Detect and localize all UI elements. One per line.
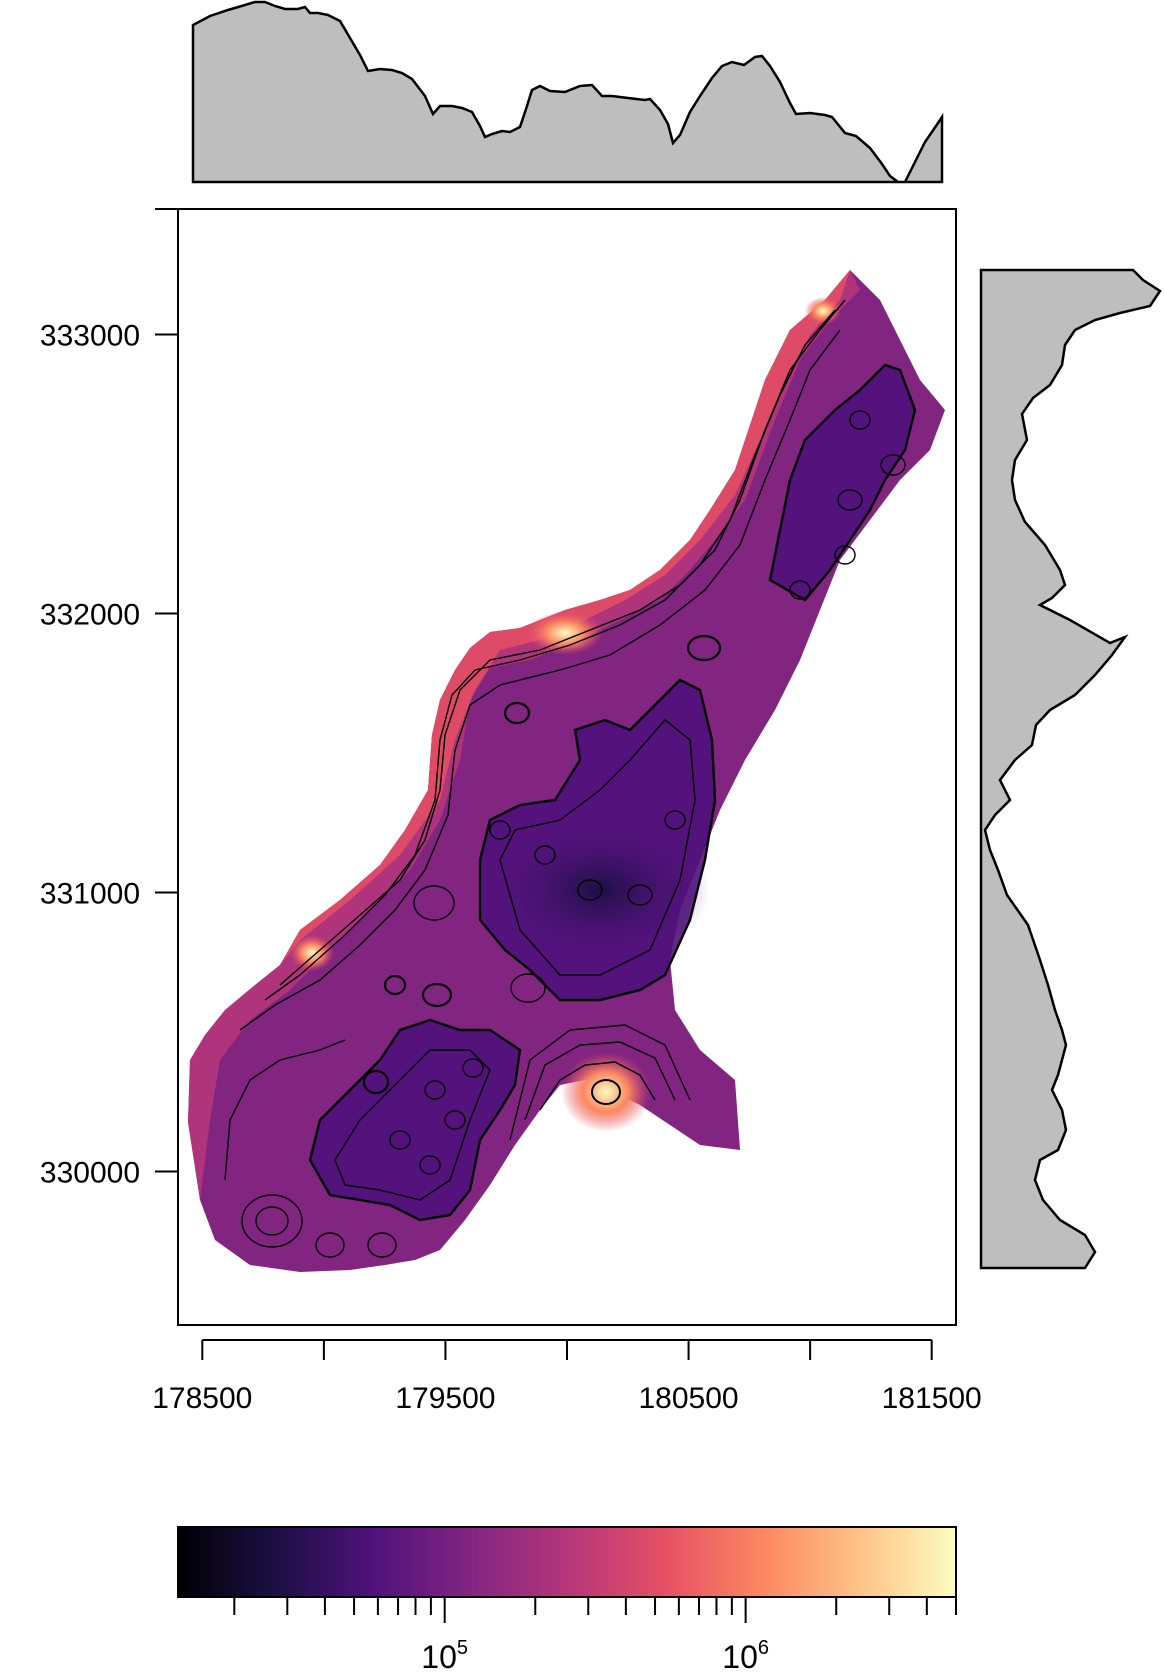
heatmap-coldspot-central [490, 820, 710, 960]
top-marginal-density [191, 0, 944, 184]
colorbar: 105 106 [177, 1526, 957, 1675]
contour-warm-3 [315, 1232, 345, 1258]
contour-south-cell-3 [389, 1130, 411, 1150]
contour-north-cell-3 [834, 545, 856, 565]
contour-low-central [478, 678, 717, 1002]
contour-north-cell-5 [849, 410, 871, 430]
contour-southwest-ring-outer [241, 1194, 303, 1248]
contour-south-cell-1 [424, 1080, 446, 1100]
contour-lines [224, 299, 917, 1258]
y-tick-label: 333000 [40, 320, 140, 353]
contour-north-cell-1 [837, 489, 863, 511]
colorbar-rect [177, 1526, 957, 1598]
contour-central-cell-5 [489, 820, 511, 840]
contour-warm-2 [510, 973, 546, 1003]
heatmap-hotspot-south [561, 1052, 651, 1132]
x-axis: 178500 179500 180500 181500 [152, 1339, 982, 1415]
contour-central-cell-1 [577, 879, 603, 901]
heatmap-hotspot-ridge-2 [805, 297, 841, 325]
contour-central-cell-4 [664, 810, 686, 830]
contour-central-cell-3 [534, 845, 556, 865]
colorbar-tick-label: 106 [722, 1637, 769, 1675]
contour-south-hotspot-ring-3 [509, 1024, 691, 1141]
x-tick-label: 180500 [639, 1382, 739, 1415]
contour-hotspot-south-core [591, 1079, 621, 1105]
contour-north-cell-4 [789, 580, 811, 600]
x-tick-label: 179500 [395, 1382, 495, 1415]
colorbar-tick-label: 105 [421, 1637, 468, 1675]
contour-low-north [768, 363, 917, 602]
contour-warm-1 [413, 885, 455, 921]
heatmap-hotspot-ridge-1 [527, 611, 603, 655]
colorbar-ticks: 105 106 [233, 1597, 957, 1675]
right-marginal-density [979, 268, 1162, 1270]
contour-central-cell-2 [627, 884, 653, 906]
contour-north-cell-2 [880, 454, 906, 476]
contour-warm-4 [367, 1232, 397, 1258]
contour-southwest-ring-inner [255, 1206, 289, 1236]
contour-south-hotspot-ring-1 [539, 1061, 656, 1111]
y-tick-label: 330000 [40, 1157, 140, 1190]
x-tick-label: 178500 [152, 1382, 252, 1415]
x-tick-label: 181500 [882, 1382, 982, 1415]
heatmap-surface [188, 270, 945, 1272]
y-tick-label: 332000 [40, 599, 140, 632]
contour-ridge-3 [239, 329, 841, 1031]
contour-south-cell-2 [444, 1110, 466, 1130]
contour-cold-5 [362, 1069, 390, 1095]
y-tick-label: 331000 [40, 878, 140, 911]
heatmap-hotspot-ridge-3 [290, 935, 334, 971]
contour-south-hotspot-ring-2 [524, 1041, 676, 1121]
plot-frame [177, 208, 957, 1326]
heatmap-low-zone-north [770, 365, 915, 600]
y-axis: 330000 331000 332000 333000 [40, 208, 178, 1190]
contour-low-central-inner [499, 719, 696, 976]
heatmap-region [188, 270, 945, 1272]
contour-south-cell-5 [462, 1058, 484, 1078]
contour-cold-4 [686, 634, 722, 662]
contour-cold-3 [503, 701, 531, 725]
contour-low-south [308, 1018, 522, 1222]
contour-cold-1 [421, 982, 453, 1008]
contour-low-south-inner [334, 1049, 491, 1201]
contour-southwest-arc [224, 1039, 346, 1181]
contour-cold-2 [383, 974, 407, 996]
contour-south-cell-4 [419, 1155, 441, 1175]
contour-ridge-2 [264, 309, 836, 1001]
heatmap-low-zone-south [310, 1020, 520, 1220]
